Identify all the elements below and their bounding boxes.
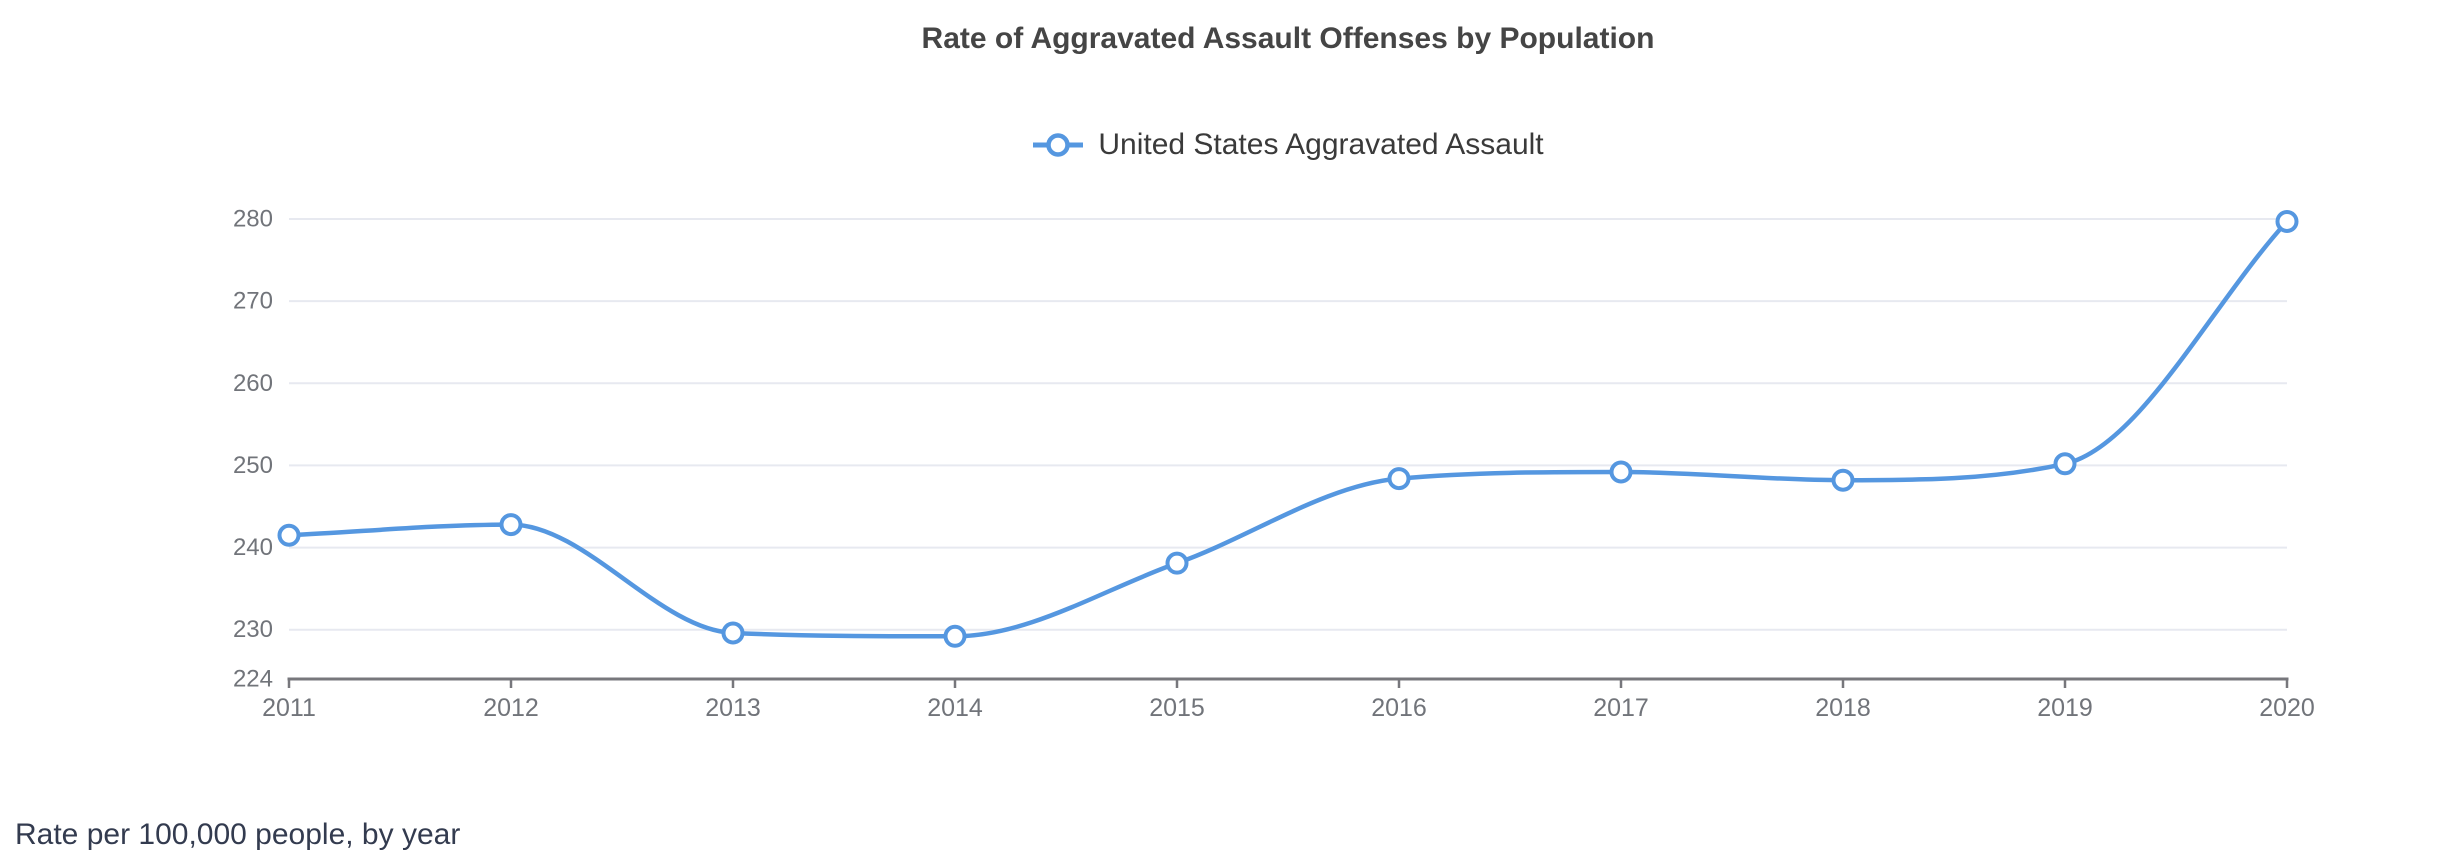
data-point-marker: [721, 621, 745, 645]
x-axis-tick-label: 2015: [1149, 694, 1205, 722]
data-point-marker: [2275, 209, 2299, 233]
x-axis-tick-label: 2011: [262, 694, 316, 722]
chart-title: Rate of Aggravated Assault Offenses by P…: [921, 22, 1655, 55]
y-axis-tick-label: 270: [233, 288, 273, 315]
y-axis-tick-label: 260: [233, 370, 273, 397]
data-point-marker: [943, 624, 967, 648]
data-point-marker: [2053, 452, 2077, 476]
x-axis-tick-label: 2013: [705, 694, 761, 722]
x-axis-tick-label: 2016: [1371, 694, 1427, 722]
legend-item[interactable]: United States Aggravated Assault: [289, 124, 2287, 166]
data-point-marker: [1387, 467, 1411, 491]
data-point-marker: [499, 513, 523, 537]
chart-footnote: Rate per 100,000 people, by year: [15, 818, 461, 851]
x-axis-tick-label: 2020: [2259, 694, 2315, 722]
data-point-marker: [1165, 551, 1189, 575]
x-axis-tick-label: 2014: [927, 694, 983, 722]
data-point-marker: [1609, 460, 1633, 484]
legend-marker-icon: [1033, 133, 1084, 157]
x-axis-tick-label: 2012: [483, 694, 539, 722]
series-line: [286, 219, 2290, 639]
y-axis-tick-label: 230: [233, 616, 273, 643]
x-axis-tick-label: 2019: [2037, 694, 2093, 722]
data-point-marker: [1831, 468, 1855, 492]
y-axis-tick-label: 224: [233, 666, 273, 693]
y-axis-tick-label: 280: [233, 206, 273, 233]
data-point-marker: [277, 523, 301, 547]
y-axis-tick-label: 240: [233, 534, 273, 561]
x-axis-tick-label: 2017: [1593, 694, 1649, 722]
y-axis-tick-label: 250: [233, 452, 273, 479]
legend-label: United States Aggravated Assault: [1098, 128, 1544, 161]
x-axis-tick-label: 2018: [1815, 694, 1871, 722]
